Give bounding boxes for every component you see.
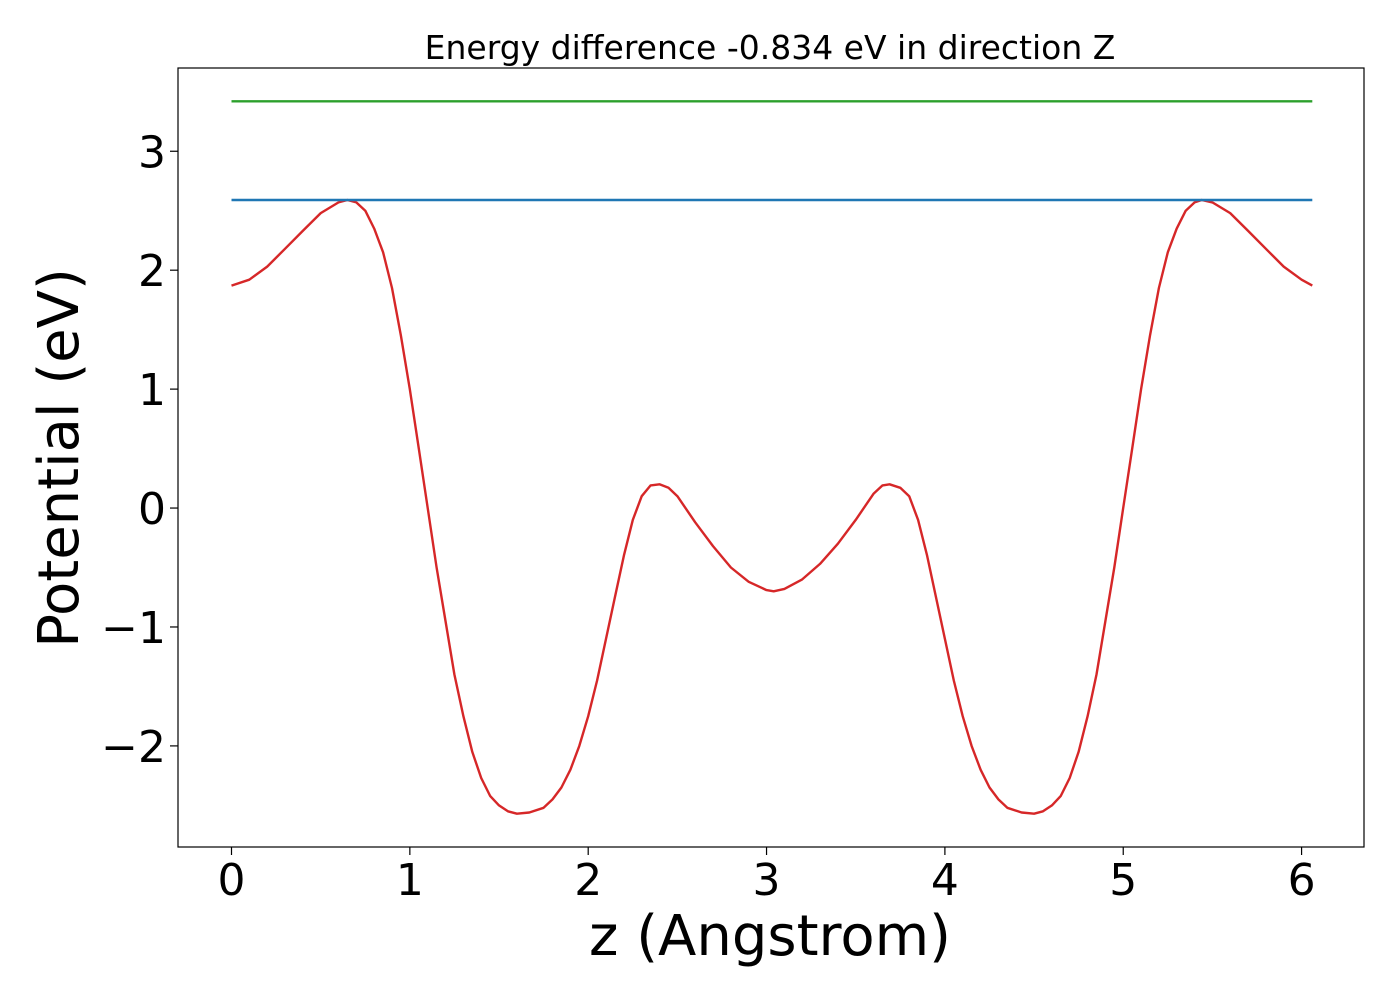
- plot-frame: [177, 67, 1365, 848]
- plot-lines: [231, 100, 1313, 815]
- x-tick-label: 2: [574, 855, 602, 906]
- y-tick-label: −1: [101, 603, 166, 654]
- x-axis-ticks: 0 1 2 3 4 5 6: [218, 847, 1316, 906]
- x-tick-label: 5: [1109, 855, 1137, 906]
- y-tick-label: 0: [138, 484, 166, 535]
- chart-title: Energy difference -0.834 eV in direction…: [425, 28, 1116, 67]
- x-tick-label: 4: [931, 855, 959, 906]
- y-axis-ticks: −2 −1 0 1 2 3: [101, 127, 178, 773]
- series-line-0: [231, 198, 1313, 815]
- y-tick-label: 3: [138, 127, 166, 178]
- x-axis-label: z (Angstrom): [589, 904, 951, 969]
- y-axis-label: Potential (eV): [27, 268, 92, 648]
- x-tick-label: 0: [218, 855, 246, 906]
- y-tick-label: 2: [138, 246, 166, 297]
- y-tick-label: −2: [101, 722, 166, 773]
- y-tick-label: 1: [138, 365, 166, 416]
- x-tick-label: 1: [396, 855, 424, 906]
- x-tick-label: 6: [1288, 855, 1316, 906]
- x-tick-label: 3: [753, 855, 781, 906]
